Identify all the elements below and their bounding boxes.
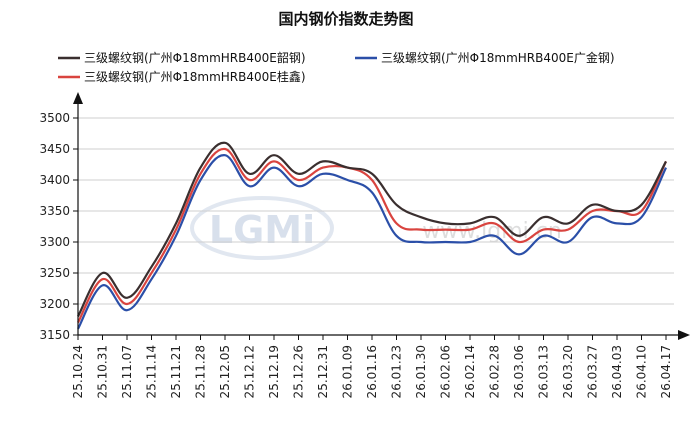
x-tick-label: 26.03.13 <box>537 345 551 398</box>
x-tick-label: 25.11.21 <box>169 345 183 398</box>
x-tick-label: 26.03.27 <box>586 345 600 398</box>
series-line-3 <box>77 147 667 324</box>
x-tick-label: 26.01.16 <box>365 345 379 398</box>
legend-label-series-2: 三级螺纹钢(广州Φ18mmHRB400E广金钢) <box>381 50 615 65</box>
x-tick-label: 25.11.07 <box>120 345 134 398</box>
x-tick-label: 25.11.28 <box>194 345 208 398</box>
x-tick-label: 26.02.14 <box>463 345 477 398</box>
x-tick-label: 25.12.12 <box>243 345 257 398</box>
x-tick-label: 26.01.30 <box>414 345 428 398</box>
x-tick-label: 25.10.24 <box>71 345 85 398</box>
series-lines <box>77 141 667 330</box>
y-tick-label: 3400 <box>39 173 70 187</box>
y-axis-arrow <box>73 92 83 104</box>
x-tick-label: 25.12.26 <box>292 345 306 398</box>
x-axis-ticks: 25.10.24 25.10.31 25.11.07 25.11.14 25.11.21… <box>71 335 673 398</box>
y-tick-label: 3200 <box>39 297 70 311</box>
y-tick-label: 3350 <box>39 204 70 218</box>
y-tick-label: 3300 <box>39 235 70 249</box>
x-tick-label: 25.11.14 <box>145 345 159 398</box>
chart-title: 国内钢价指数走势图 <box>278 10 413 28</box>
x-tick-label: 25.12.31 <box>316 345 330 398</box>
legend-label-series-1: 三级螺纹钢(广州Φ18mmHRB400E韶钢) <box>84 50 306 65</box>
y-axis-ticks: 3150 3200 3250 3300 3350 3400 3450 3500 <box>39 111 78 342</box>
series-line-2 <box>77 154 667 330</box>
x-tick-label: 25.10.31 <box>96 345 110 398</box>
y-tick-label: 3450 <box>39 142 70 156</box>
watermark-logo-ring <box>190 196 334 260</box>
x-tick-label: 26.03.20 <box>561 345 575 398</box>
legend: 三级螺纹钢(广州Φ18mmHRB400E韶钢) 三级螺纹钢(广州Φ18mmHRB… <box>58 50 615 84</box>
watermark-logo-text: LGMi <box>209 208 315 252</box>
x-tick-label: 26.02.28 <box>488 345 502 398</box>
x-tick-label: 25.12.05 <box>218 345 232 398</box>
x-tick-label: 25.12.19 <box>267 345 281 398</box>
series-line-1 <box>77 141 667 317</box>
x-tick-label: 26.02.06 <box>439 345 453 398</box>
y-tick-label: 3150 <box>39 328 70 342</box>
x-tick-label: 26.03.06 <box>512 345 526 398</box>
y-tick-label: 3500 <box>39 111 70 125</box>
gridlines <box>78 117 674 305</box>
x-tick-label: 26.01.23 <box>390 345 404 398</box>
x-axis-arrow <box>678 330 690 340</box>
x-tick-label: 26.04.10 <box>635 345 649 398</box>
y-tick-label: 3250 <box>39 266 70 280</box>
axes <box>73 92 690 340</box>
x-tick-label: 26.04.17 <box>659 345 673 398</box>
legend-label-series-3: 三级螺纹钢(广州Φ18mmHRB400E桂鑫) <box>84 69 306 84</box>
x-tick-label: 26.01.09 <box>341 345 355 398</box>
x-tick-label: 26.04.03 <box>610 345 624 398</box>
